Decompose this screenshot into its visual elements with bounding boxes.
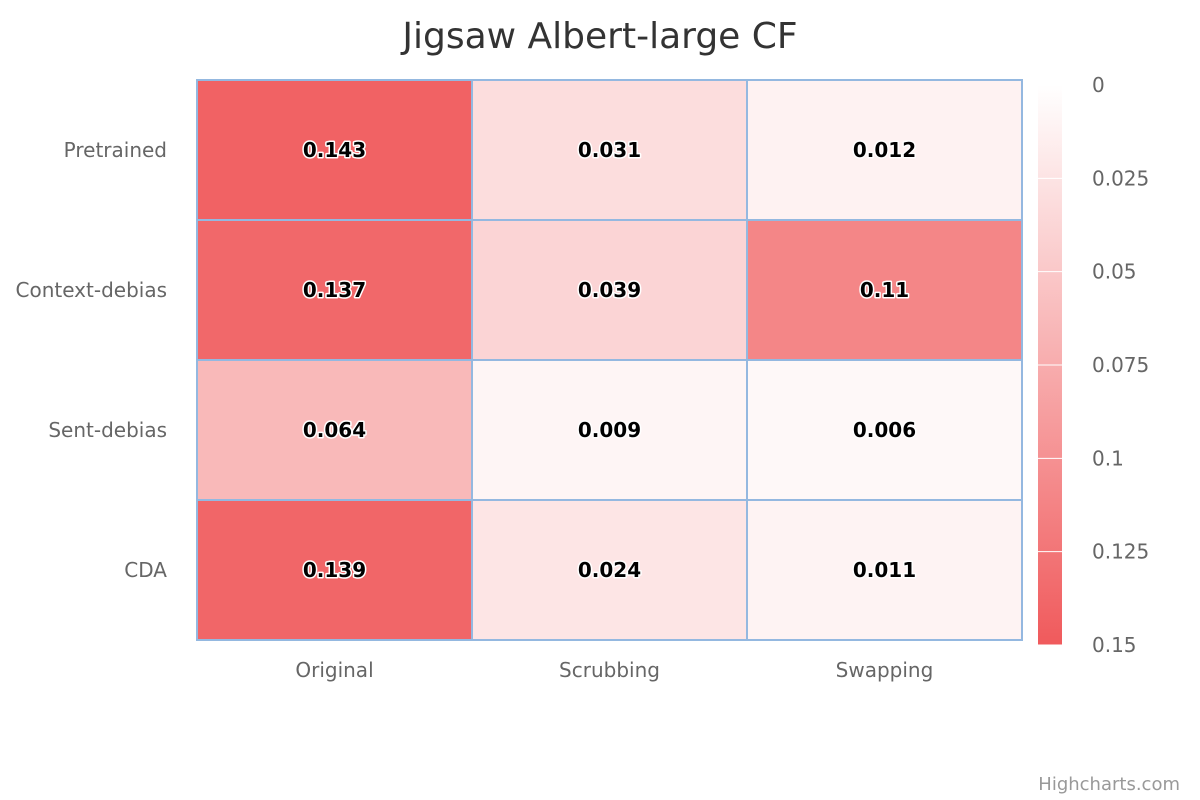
heatmap-cell — [471, 359, 748, 501]
cell-value-label: 0.009 — [578, 418, 641, 442]
cell-value-label: 0.011 — [853, 558, 916, 582]
y-tick-label: CDA — [124, 558, 167, 582]
plot-area: 0.143 0.031 0.012 0.137 0.039 0.11 0.064 0.009 0… — [196, 79, 1023, 641]
cell-value-label: 0.012 — [853, 138, 916, 162]
heatmap-cell — [746, 219, 1023, 361]
cell-value-label: 0.031 — [578, 138, 641, 162]
cell-value-label: 0.064 — [303, 418, 366, 442]
cell-value-label: 0.039 — [578, 278, 641, 302]
heatmap-cell — [196, 219, 473, 361]
legend-tick-label: 0.1 — [1092, 446, 1124, 470]
credits-link[interactable]: Highcharts.com — [1038, 774, 1180, 795]
y-tick-label: Context-debias — [16, 278, 168, 302]
cell-value-label: 0.137 — [303, 278, 366, 302]
heatmap-cell — [746, 499, 1023, 641]
y-tick-label: Pretrained — [64, 138, 167, 162]
legend-tick-label: 0.025 — [1092, 166, 1149, 190]
legend-tick-label: 0.075 — [1092, 353, 1149, 377]
heatmap-cell — [746, 79, 1023, 221]
cell-value-label: 0.139 — [303, 558, 366, 582]
cell-value-label: 0.143 — [303, 138, 366, 162]
heatmap-cell — [196, 499, 473, 641]
x-axis: Original Scrubbing Swapping — [295, 658, 933, 682]
x-tick-label: Scrubbing — [559, 658, 660, 682]
cell-value-label: 0.024 — [578, 558, 641, 582]
y-axis: Pretrained Context-debias Sent-debias CDA — [16, 138, 168, 582]
legend-tick-label: 0.15 — [1092, 633, 1137, 657]
x-tick-label: Original — [295, 658, 373, 682]
legend-tick-label: 0 — [1092, 73, 1105, 97]
y-tick-label: Sent-debias — [48, 418, 167, 442]
cell-value-label: 0.006 — [853, 418, 916, 442]
cell-value-label: 0.11 — [860, 278, 909, 302]
x-tick-label: Swapping — [836, 658, 934, 682]
color-legend: 0 0.025 0.05 0.075 0.1 0.125 0.15 — [1038, 73, 1149, 657]
legend-tick-label: 0.05 — [1092, 260, 1137, 284]
legend-tick-label: 0.125 — [1092, 540, 1149, 564]
heatmap-cell — [196, 79, 473, 221]
heatmap-cell — [471, 219, 748, 361]
chart-title: Jigsaw Albert-large CF — [400, 16, 797, 57]
heatmap-cell — [471, 79, 748, 221]
